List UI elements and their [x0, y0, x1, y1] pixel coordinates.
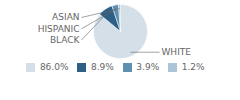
- html-text:1.2%: 1.2%: [181, 62, 205, 72]
- html-text:3.9%: 3.9%: [136, 62, 160, 72]
- svg-text:HISPANIC: HISPANIC: [38, 24, 80, 34]
- svg-text:BLACK: BLACK: [50, 35, 81, 45]
- html-text:8.9%: 8.9%: [91, 62, 114, 72]
- svg-text:WHITE: WHITE: [161, 47, 191, 57]
- html-text:86.0%: 86.0%: [39, 62, 69, 72]
- svg-text:ASIAN: ASIAN: [52, 12, 79, 22]
